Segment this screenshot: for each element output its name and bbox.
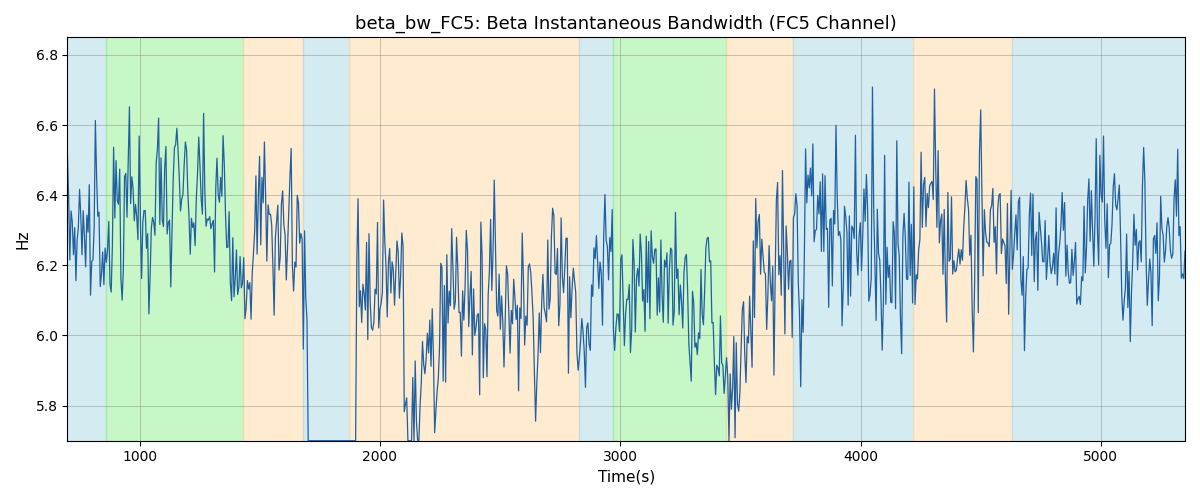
Bar	[726, 38, 793, 440]
Bar	[242, 38, 302, 440]
Bar	[913, 38, 1012, 440]
Bar	[613, 38, 726, 440]
Bar	[302, 38, 349, 440]
X-axis label: Time(s): Time(s)	[598, 470, 655, 485]
Bar	[793, 38, 913, 440]
Bar	[580, 38, 613, 440]
Bar	[1012, 38, 1186, 440]
Bar	[67, 38, 106, 440]
Bar	[106, 38, 242, 440]
Y-axis label: Hz: Hz	[16, 230, 30, 249]
Bar	[349, 38, 580, 440]
Title: beta_bw_FC5: Beta Instantaneous Bandwidth (FC5 Channel): beta_bw_FC5: Beta Instantaneous Bandwidt…	[355, 15, 898, 34]
